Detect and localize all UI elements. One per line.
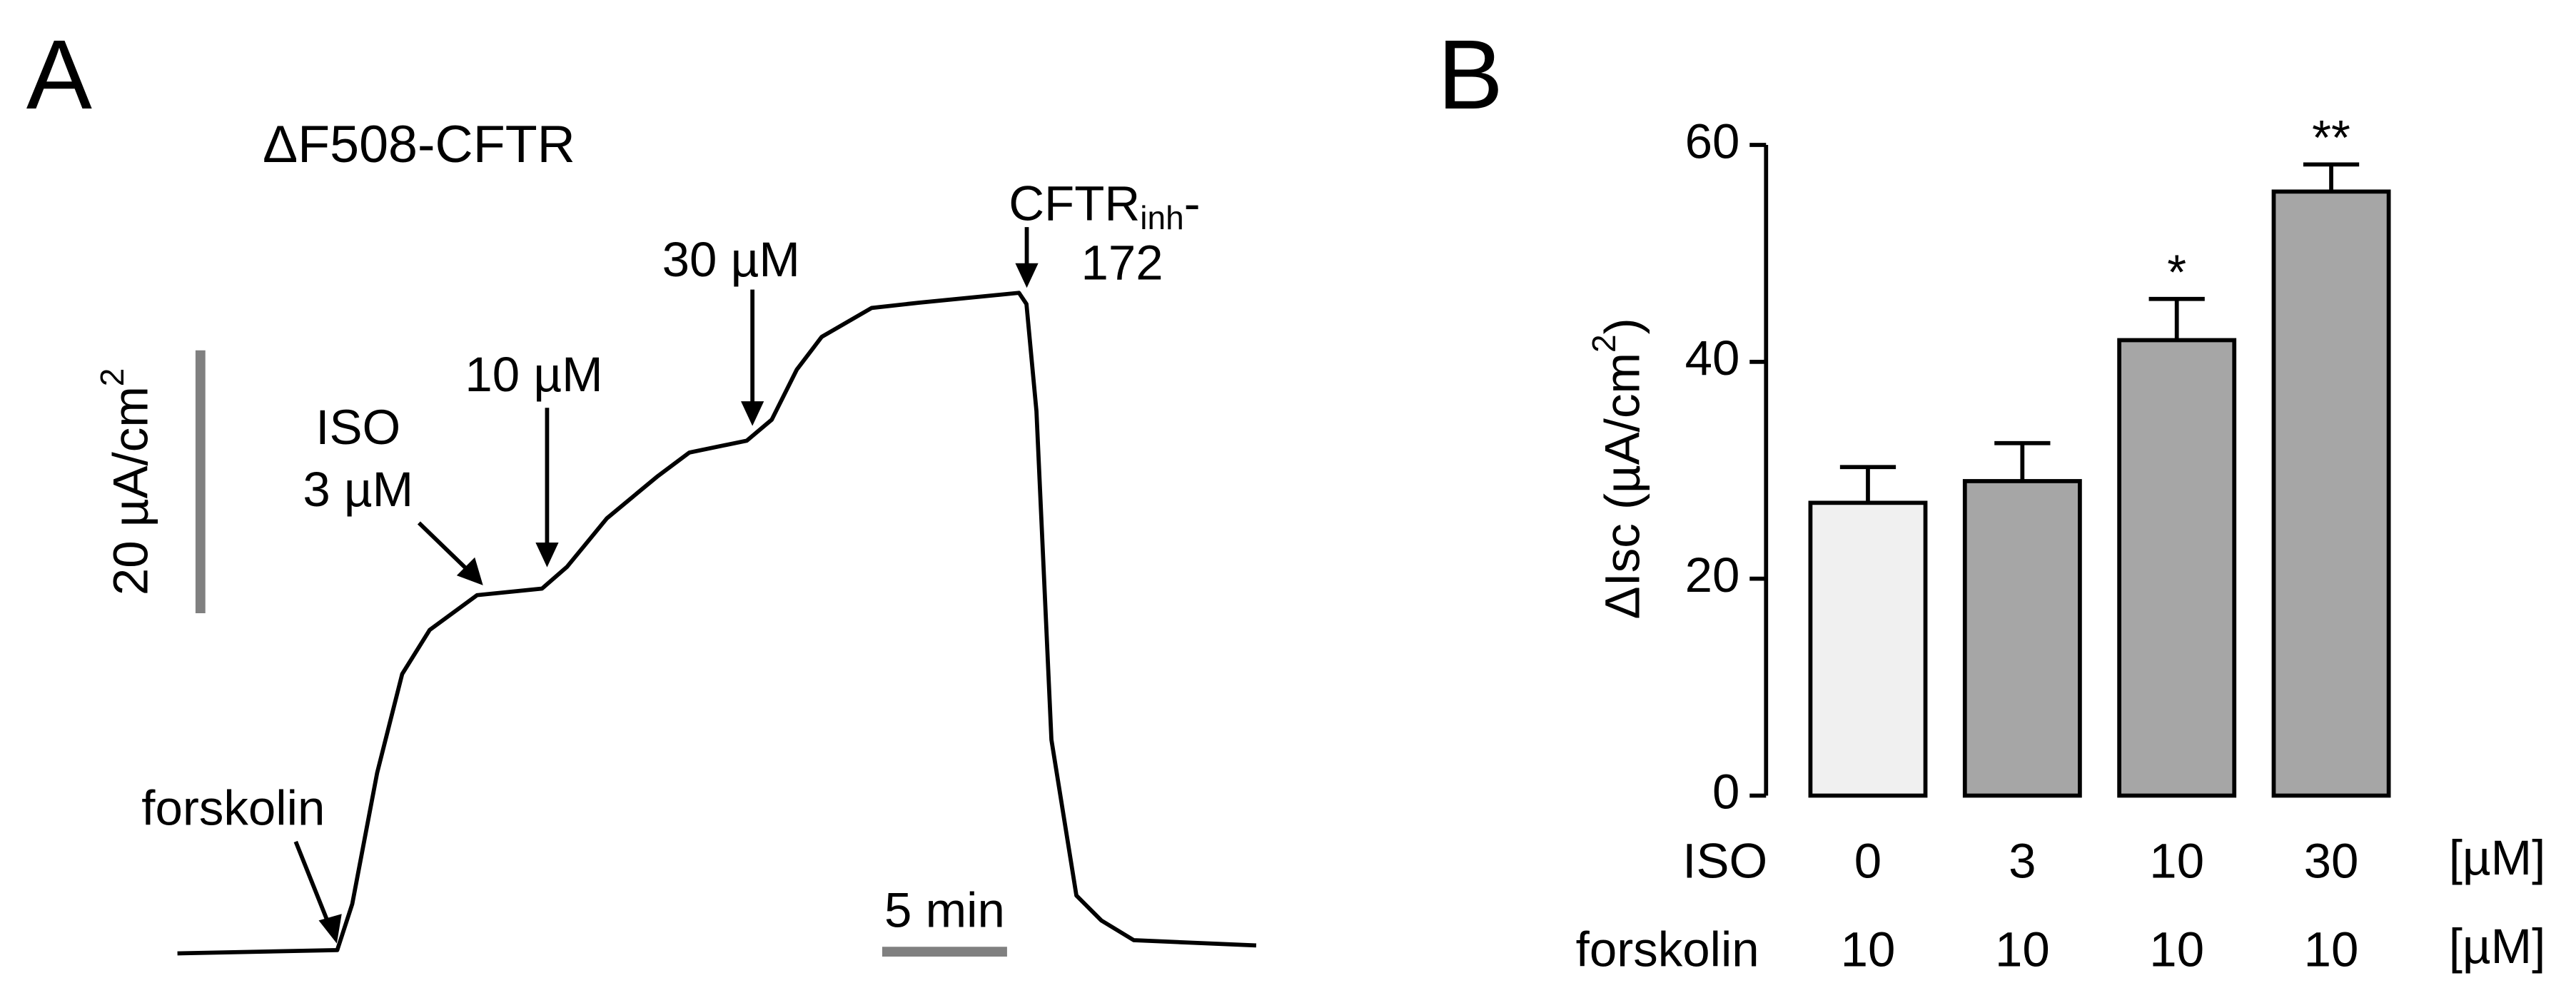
y-axis-label: ΔIsc (µA/cm2) [1585,318,1650,619]
x-tick-label: 3 [2009,832,2036,888]
scale-label: 20 µA/cm2 [94,368,158,596]
annotation: CFTRinh- [1009,176,1200,236]
x-tick-label: 0 [1854,832,1882,888]
panel-label: A [26,20,92,130]
y-tick-label: 0 [1712,764,1739,820]
scale-label: 5 min [884,882,1005,937]
row-value: 10 [2149,922,2204,977]
arrow-head [1015,263,1039,288]
trace [177,291,1257,956]
arrow [293,840,331,925]
annotation: inh [1140,199,1183,236]
bar [2271,189,2391,798]
row-label: forskolin [1576,922,1759,977]
annotation: 172 [1081,235,1163,291]
arrow [417,521,470,573]
annotation: ISO [315,399,400,455]
x-tick-label: 10 [2149,832,2204,888]
row-value: 10 [2304,922,2359,977]
chart-title: ΔF508-CFTR [263,114,575,173]
y-axis-label: 2 [1585,334,1622,353]
significance: ** [2312,109,2350,165]
row-label: ISO [1682,832,1767,888]
significance: * [2167,244,2186,300]
annotation: 30 µM [662,231,800,287]
annotation: forskolin [141,780,325,836]
scale-label: 20 µA/cm [103,386,158,595]
arrow-head [456,557,483,585]
annotation: - [1184,176,1201,231]
row-value: 10 [1841,922,1896,977]
arrow-head [741,401,764,426]
row-value: 10 [1995,922,2050,977]
annotation: 3 µM [303,461,413,517]
y-axis-label: ) [1595,318,1650,334]
bar [1808,500,1928,798]
y-tick-label: 60 [1685,113,1740,168]
bar [1962,479,2082,798]
y-tick-label: 40 [1685,330,1740,385]
scale-label: 2 [94,368,131,387]
arrow-head [535,543,559,568]
panel-label: B [1438,20,1503,130]
y-tick-label: 20 [1685,547,1740,603]
annotation: CFTR [1009,176,1140,231]
bar [2117,338,2237,798]
arrows [293,227,1039,944]
arrow-head [318,914,342,944]
row-unit: [µM] [2449,918,2546,974]
y-axis-label: ΔIsc (µA/cm [1595,353,1650,620]
annotation: 10 µM [465,346,602,402]
x-tick-label: 30 [2304,832,2359,888]
row-unit: [µM] [2449,830,2546,885]
